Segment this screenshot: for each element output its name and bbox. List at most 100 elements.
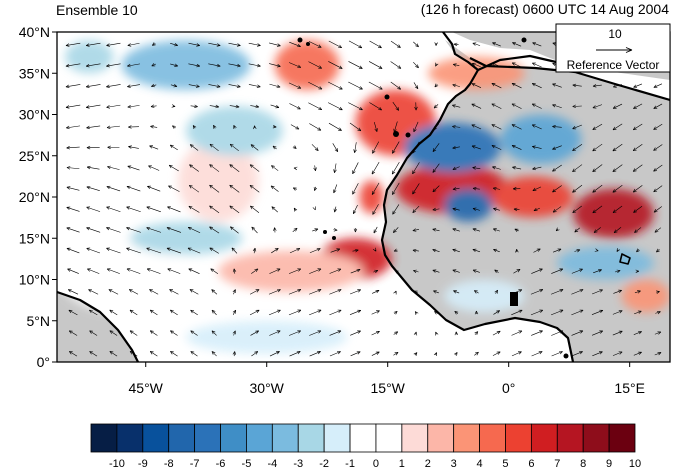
wind-arrow xyxy=(309,268,322,274)
wind-arrow xyxy=(270,185,279,192)
wind-arrow xyxy=(126,206,141,213)
colorbar-swatch xyxy=(297,423,325,453)
colorbar-swatch xyxy=(142,423,170,453)
wind-arrow xyxy=(106,84,121,88)
wind-arrow xyxy=(328,122,342,131)
wind-arrow xyxy=(106,125,120,129)
wind-arrow xyxy=(249,164,260,172)
wind-arrow xyxy=(309,123,322,131)
anomaly-blob-5 xyxy=(218,250,364,292)
wind-arrow xyxy=(146,206,161,213)
wind-arrow xyxy=(127,42,140,47)
wind-arrow xyxy=(572,124,583,130)
wind-arrow xyxy=(190,309,198,316)
wind-arrow xyxy=(86,165,100,170)
wind-arrow xyxy=(189,185,200,193)
wind-arrow xyxy=(368,61,383,69)
wind-arrow xyxy=(453,290,460,294)
wind-arrow xyxy=(106,247,121,254)
wind-arrow xyxy=(432,185,440,193)
colorbar-label: 10 xyxy=(629,458,641,470)
wind-arrow xyxy=(253,125,257,130)
wind-arrow xyxy=(373,269,379,274)
wind-arrow xyxy=(413,82,419,90)
wind-arrow xyxy=(349,289,361,295)
wind-arrow xyxy=(188,84,200,88)
wind-arrow xyxy=(190,351,198,357)
wind-arrow xyxy=(229,205,240,214)
colorbar-label: 9 xyxy=(606,458,612,470)
wind-arrow xyxy=(66,166,80,170)
wind-arrow xyxy=(511,103,522,109)
canary-island-2 xyxy=(405,132,411,138)
wind-arrow xyxy=(251,351,259,357)
wind-arrow xyxy=(188,268,200,274)
wind-arrow xyxy=(106,226,121,233)
wind-arrow xyxy=(211,289,218,295)
wind-arrow xyxy=(289,351,301,357)
wind-arrow xyxy=(372,204,379,215)
wind-arrow xyxy=(272,124,277,129)
wind-arrow xyxy=(353,142,357,153)
wind-arrow xyxy=(149,309,158,316)
wind-arrow xyxy=(413,269,419,273)
wind-arrow xyxy=(533,248,541,253)
wind-arrow xyxy=(513,207,520,212)
wind-arrow xyxy=(514,228,519,232)
coastlines xyxy=(57,32,670,362)
wind-arrow xyxy=(332,143,339,152)
wind-arrow xyxy=(288,268,302,274)
lat-tick-label: 40°N xyxy=(19,24,50,40)
wind-arrow xyxy=(454,310,459,315)
wind-arrow xyxy=(66,247,80,254)
wind-arrow xyxy=(633,83,643,88)
wind-arrow xyxy=(612,103,623,109)
wind-arrow xyxy=(333,228,338,232)
wind-arrow xyxy=(329,351,341,357)
anomaly-blob-14 xyxy=(500,114,582,164)
wind-arrow xyxy=(492,186,501,191)
wind-arrow xyxy=(552,104,562,109)
wind-arrow xyxy=(433,290,439,294)
wind-arrow xyxy=(533,207,541,212)
wind-arrow xyxy=(170,330,178,336)
wind-arrow xyxy=(432,248,440,253)
wind-arrow xyxy=(434,42,438,46)
wind-arrow xyxy=(128,125,139,129)
wind-arrow xyxy=(313,165,317,171)
wind-arrow xyxy=(126,268,141,274)
wind-arrow xyxy=(208,63,221,68)
wind-arrow xyxy=(68,289,79,295)
wind-arrow xyxy=(288,289,302,295)
wind-arrow xyxy=(209,205,220,214)
wind-arrow xyxy=(612,184,623,193)
wind-arrow xyxy=(86,104,101,109)
wind-arrow xyxy=(349,122,362,132)
wind-arrow xyxy=(653,185,663,193)
wind-arrow xyxy=(66,146,80,150)
wind-arrow xyxy=(614,269,621,274)
wind-arrow xyxy=(292,227,298,233)
wind-arrow xyxy=(612,330,623,336)
wind-arrow xyxy=(372,247,377,252)
wind-arrow xyxy=(89,351,98,357)
wind-arrow xyxy=(574,227,580,233)
wind-arrow xyxy=(368,81,383,90)
wind-arrow xyxy=(452,83,460,88)
wind-arrow xyxy=(552,164,562,172)
wind-arrow xyxy=(85,63,101,68)
wind-arrow xyxy=(288,62,302,68)
wind-arrow xyxy=(86,125,101,130)
wind-arrow xyxy=(232,289,236,295)
wind-arrow xyxy=(167,206,181,213)
wind-arrow xyxy=(129,330,138,336)
wind-arrow xyxy=(87,268,100,274)
wind-arrow xyxy=(393,351,399,356)
wind-arrow xyxy=(268,309,281,316)
wind-arrow xyxy=(412,162,420,175)
wind-arrow xyxy=(391,161,400,175)
wind-arrow xyxy=(412,248,419,253)
wind-arrow xyxy=(250,205,260,213)
wind-arrow xyxy=(636,248,640,253)
wind-arrow xyxy=(653,164,663,172)
